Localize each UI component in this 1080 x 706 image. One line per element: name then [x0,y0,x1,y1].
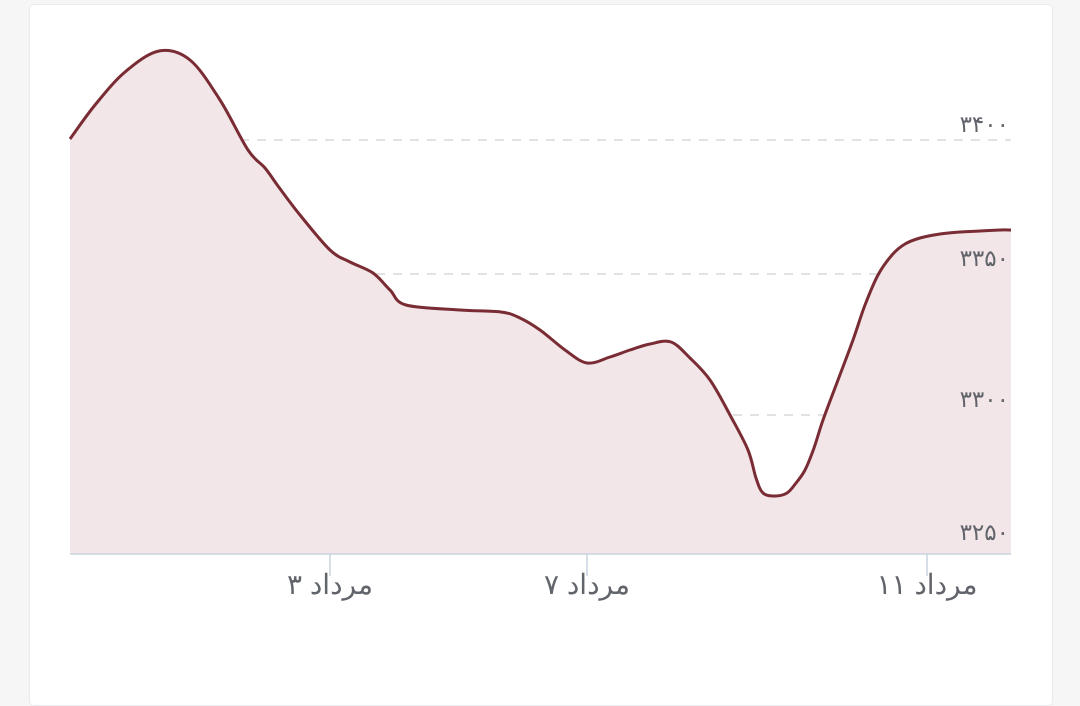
svg-text:۳۴۰۰: ۳۴۰۰ [960,111,1009,137]
svg-text:۳۲۵۰: ۳۲۵۰ [960,519,1009,545]
svg-text:مرداد ۷: مرداد ۷ [544,569,630,601]
svg-text:۳۳۰۰: ۳۳۰۰ [960,386,1009,412]
svg-text:مرداد ۳: مرداد ۳ [287,569,373,601]
svg-text:مرداد ۱۱: مرداد ۱۱ [876,569,977,601]
svg-text:۳۳۵۰: ۳۳۵۰ [960,245,1009,271]
